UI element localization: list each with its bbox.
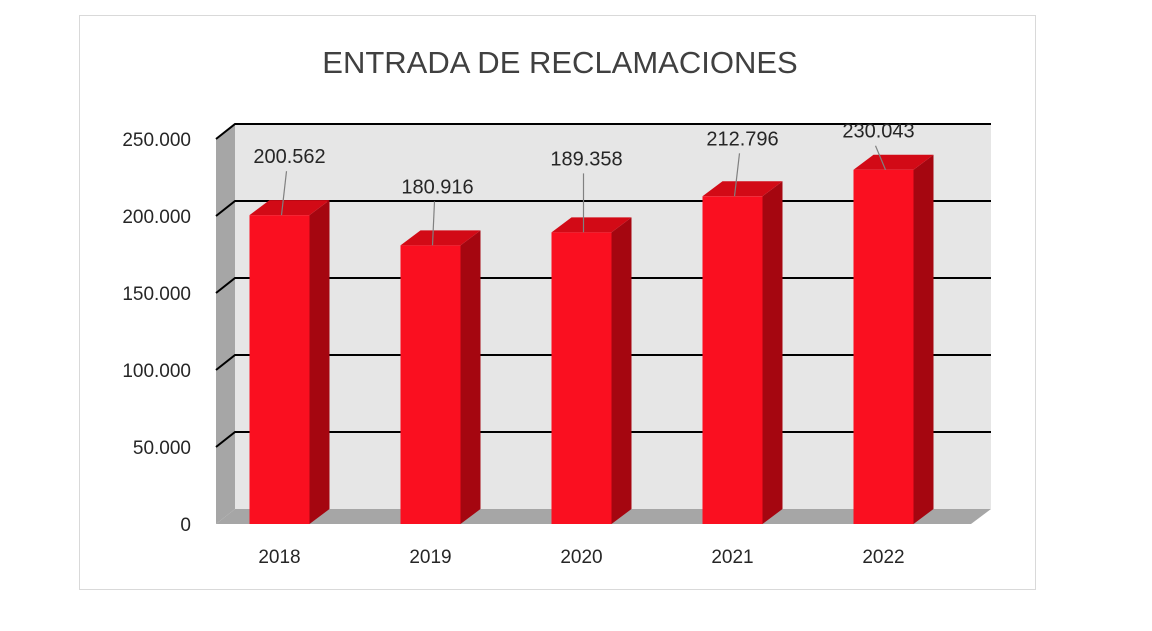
y-tick-label: 200.000 xyxy=(122,207,191,228)
bar-top xyxy=(400,230,481,246)
bar-2022 xyxy=(853,154,934,525)
data-label: 212.796 xyxy=(706,128,778,150)
bar-side xyxy=(611,217,632,525)
bar-top xyxy=(702,181,783,197)
data-label: 189.358 xyxy=(550,148,622,170)
data-label-leader xyxy=(280,171,288,216)
side-wall xyxy=(216,124,235,524)
x-tick-label: 2021 xyxy=(711,547,753,568)
bar-2021 xyxy=(702,181,783,524)
y-tick-label: 50.000 xyxy=(133,438,191,459)
bar-top xyxy=(249,200,330,216)
y-tick-label: 100.000 xyxy=(122,361,191,382)
data-label: 180.916 xyxy=(401,176,473,198)
y-axis-tick-labels: 0 50.000 100.000 150.000 200.000 250.000 xyxy=(122,130,191,536)
x-tick-label: 2019 xyxy=(409,547,451,568)
chart-title: ENTRADA DE RECLAMACIONES xyxy=(322,45,797,80)
bar-front xyxy=(400,245,461,525)
bar-front xyxy=(551,232,612,525)
bar-front xyxy=(853,169,914,525)
bar-top xyxy=(853,154,934,170)
bar-front xyxy=(249,215,310,524)
bar-side xyxy=(460,230,481,525)
x-tick-label: 2022 xyxy=(862,547,904,568)
data-labels: 200.562 180.916 189.358 212.796 230.043 xyxy=(253,121,915,246)
bar-top xyxy=(551,217,632,233)
bars xyxy=(249,154,934,525)
chart-frame: ENTRADA DE RECLAMACIONES 0 50.000 100.000 1… xyxy=(79,15,1036,590)
bar-side xyxy=(762,181,783,524)
x-tick-label: 2018 xyxy=(258,547,300,568)
x-axis-tick-labels: 2018 2019 2020 2021 2022 xyxy=(258,547,904,568)
bar-front xyxy=(702,196,763,524)
data-label-leader xyxy=(431,201,436,246)
data-label: 200.562 xyxy=(253,146,325,168)
bar-2019 xyxy=(400,230,481,525)
bar-2020 xyxy=(551,217,632,525)
gridline xyxy=(215,123,991,140)
bar-2018 xyxy=(249,200,330,524)
x-tick-label: 2020 xyxy=(560,547,602,568)
data-label-leader xyxy=(874,145,887,170)
y-tick-label: 0 xyxy=(180,515,191,536)
bar-side xyxy=(913,154,934,525)
y-tick-label: 150.000 xyxy=(122,284,191,305)
bar-side xyxy=(309,200,330,524)
y-tick-label: 250.000 xyxy=(122,130,191,151)
data-label-leader xyxy=(733,153,741,197)
data-label: 230.043 xyxy=(842,121,914,143)
